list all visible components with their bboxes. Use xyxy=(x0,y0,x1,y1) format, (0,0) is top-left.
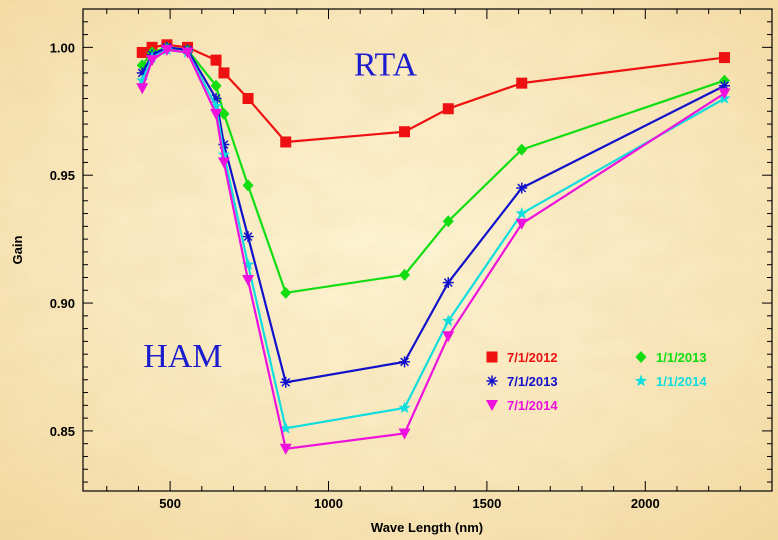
marker-stroke xyxy=(243,232,253,242)
y-tick-label: 0.85 xyxy=(50,424,75,439)
data-point xyxy=(218,67,230,79)
data-point xyxy=(242,275,255,287)
data-point xyxy=(718,88,731,100)
marker-stroke xyxy=(137,68,147,78)
y-tick-label: 1.00 xyxy=(50,40,75,55)
data-point xyxy=(442,331,455,343)
data-point xyxy=(217,157,230,169)
data-point xyxy=(146,55,159,67)
data-point xyxy=(242,179,254,192)
data-point xyxy=(241,258,255,270)
legend-label: 7/1/2014 xyxy=(507,398,558,413)
annotation-ham: HAM xyxy=(143,338,222,375)
legend-marker xyxy=(486,351,498,363)
legend-item: 7/1/2012 xyxy=(486,350,558,365)
legend-marker xyxy=(635,351,647,363)
legend-item: 7/1/2014 xyxy=(486,398,558,413)
x-tick-label: 500 xyxy=(159,496,181,511)
axes: 500 1000 1500 2000 0.85 0.90 0.95 1.00 xyxy=(50,9,772,511)
y-tick-label: 0.90 xyxy=(50,296,75,311)
data-point xyxy=(217,148,231,161)
data-point xyxy=(442,314,455,327)
annotation-rta: RTA xyxy=(354,46,418,83)
data-point xyxy=(516,143,528,156)
data-point xyxy=(718,52,730,64)
data-point xyxy=(181,47,194,59)
annotations: RTA HAM xyxy=(143,46,417,375)
data-point xyxy=(516,77,528,89)
plot-frame xyxy=(82,8,773,492)
data-point xyxy=(136,46,148,58)
marker-stroke xyxy=(487,376,497,386)
data-point xyxy=(136,74,149,86)
data-point xyxy=(218,107,230,120)
data-point xyxy=(242,231,254,243)
legend-marker xyxy=(486,375,498,387)
marker-stroke xyxy=(400,357,409,367)
series-7-1-2014 xyxy=(136,44,731,455)
x-tick-label: 1500 xyxy=(472,496,501,511)
legend-item: 7/1/2013 xyxy=(486,374,558,389)
y-axis-label: Gain xyxy=(10,235,25,264)
data-point xyxy=(516,182,528,194)
legend-label: 1/1/2013 xyxy=(656,350,707,365)
marker-stroke xyxy=(281,377,291,387)
data-point xyxy=(399,126,411,138)
legend-label: 1/1/2014 xyxy=(656,374,707,389)
data-point xyxy=(279,421,292,434)
data-point xyxy=(399,356,411,368)
data-point xyxy=(210,108,223,120)
data-point xyxy=(279,443,292,455)
data-point xyxy=(442,277,454,289)
marker-stroke xyxy=(720,81,729,91)
legend-item: 1/1/2014 xyxy=(634,374,707,389)
data-point xyxy=(209,99,223,112)
data-point xyxy=(398,401,411,414)
legend-label: 7/1/2012 xyxy=(507,350,558,365)
data-point xyxy=(280,376,292,388)
legend: 7/1/2012 1/1/2013 7/1/2013 1/1/2014 7/1/2014 xyxy=(486,350,707,413)
x-tick-label: 2000 xyxy=(631,496,660,511)
legend-marker xyxy=(634,374,648,387)
legend-label: 7/1/2013 xyxy=(507,374,558,389)
series-line xyxy=(141,48,726,450)
data-point xyxy=(442,215,454,228)
data-point xyxy=(399,268,411,281)
data-point xyxy=(136,83,149,95)
x-tick-label: 1000 xyxy=(314,496,343,511)
data-point xyxy=(515,207,528,219)
y-tick-label: 0.95 xyxy=(50,168,75,183)
legend-marker xyxy=(486,400,498,411)
x-axis-label: Wave Length (nm) xyxy=(371,520,483,535)
data-point xyxy=(442,103,454,115)
data-point xyxy=(160,44,173,56)
data-point xyxy=(210,79,222,92)
data-point xyxy=(280,136,292,148)
data-point xyxy=(280,286,292,299)
data-point xyxy=(515,218,528,230)
marker-stroke xyxy=(443,278,453,288)
series-layer xyxy=(136,39,731,455)
marker-stroke xyxy=(517,183,527,193)
data-point xyxy=(242,92,254,104)
data-point xyxy=(210,54,222,66)
legend-item: 1/1/2013 xyxy=(635,350,707,365)
data-point xyxy=(398,428,411,440)
